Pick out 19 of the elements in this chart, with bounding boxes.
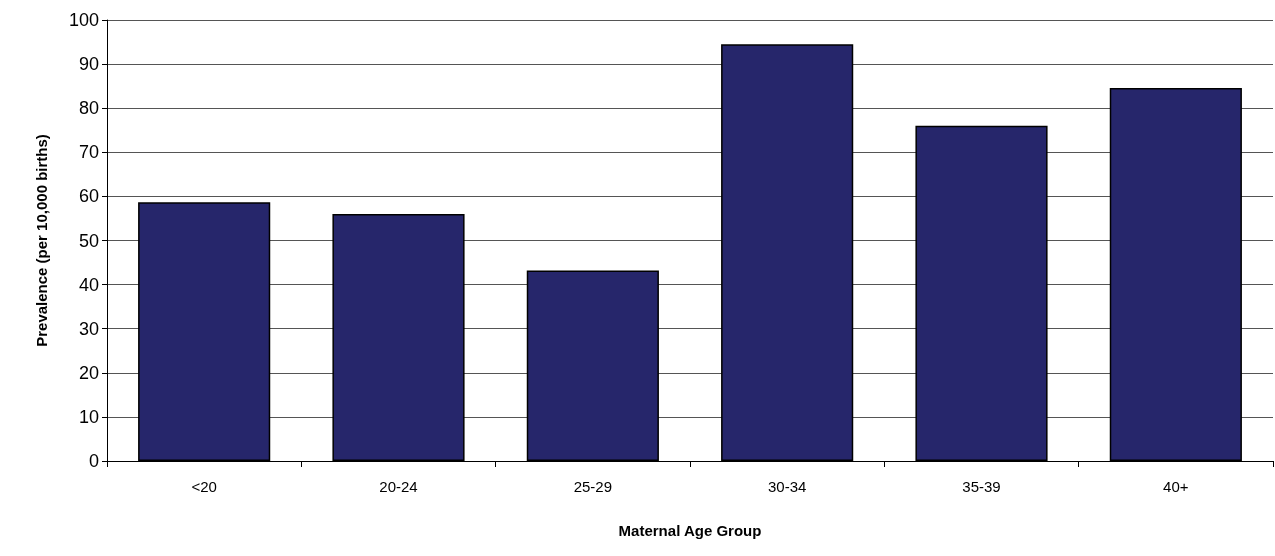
y-tick-label: 10 bbox=[78, 406, 99, 427]
y-tick-label: 50 bbox=[78, 230, 99, 251]
y-tick-label: 70 bbox=[78, 142, 99, 163]
y-tick-label: 80 bbox=[78, 98, 99, 119]
y-tick-label: 30 bbox=[78, 318, 99, 339]
y-tick-label: 0 bbox=[88, 451, 99, 471]
y-axis-title: Prevalence (per 10,000 births) bbox=[33, 134, 50, 347]
x-tick-label: 35-39 bbox=[962, 478, 1001, 495]
x-tick-label: 40+ bbox=[1163, 478, 1189, 495]
x-tick-label: 20-24 bbox=[379, 478, 418, 495]
x-tick-label: <20 bbox=[191, 478, 217, 495]
y-tick-label: 60 bbox=[78, 186, 99, 207]
y-tick-label: 40 bbox=[78, 274, 99, 295]
x-axis-title: Maternal Age Group bbox=[618, 522, 762, 539]
x-tick-label: 25-29 bbox=[573, 478, 613, 495]
y-tick-label: 20 bbox=[78, 362, 99, 383]
x-tick-label: 30-34 bbox=[767, 478, 807, 495]
y-tick-label: 90 bbox=[78, 54, 99, 75]
y-tick-label: 100 bbox=[68, 10, 99, 30]
